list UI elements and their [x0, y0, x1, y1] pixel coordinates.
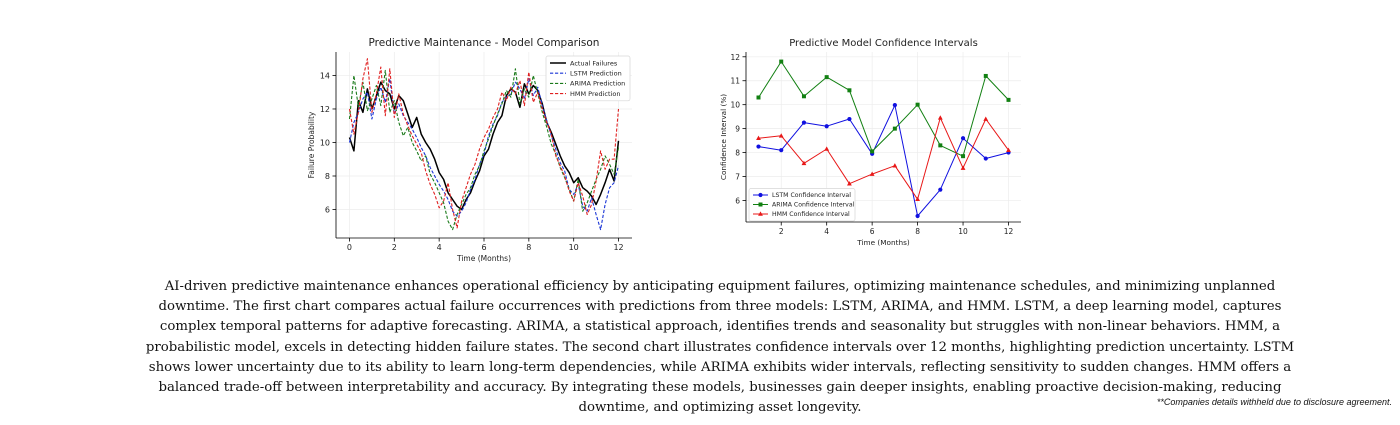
- legend-label-arima-confidence-interval: ARIMA Confidence Interval: [772, 202, 855, 209]
- y-tick-label: 10: [730, 101, 740, 110]
- y-tick-label: 12: [730, 53, 740, 62]
- data-point-lstm-confidence-interval: [960, 136, 966, 141]
- data-point-lstm-confidence-interval: [847, 116, 852, 122]
- x-tick-label: 8: [526, 243, 531, 252]
- y-tick-label: 8: [735, 149, 740, 158]
- y-tick-label: 8: [325, 172, 330, 181]
- data-point-arima-confidence-interval: [801, 94, 806, 99]
- data-point-lstm-confidence-interval: [938, 187, 943, 192]
- y-tick-label: 10: [320, 138, 330, 147]
- x-tick-label: 0: [347, 243, 352, 252]
- legend-box: [748, 188, 856, 222]
- x-tick-label: 4: [437, 243, 442, 252]
- data-point-arima-confidence-interval: [1006, 97, 1011, 102]
- y-tick-label: 6: [325, 206, 330, 215]
- x-tick-label: 10: [958, 227, 968, 236]
- data-point-hmm-confidence-interval: [801, 160, 807, 166]
- y-tick-label: 12: [320, 105, 330, 114]
- data-point-lstm-confidence-interval: [915, 213, 920, 219]
- legend-label-lstm-confidence-interval: LSTM Confidence Interval: [772, 192, 851, 199]
- data-point-hmm-confidence-interval: [960, 165, 966, 170]
- x-tick-label: 12: [613, 243, 623, 252]
- description-paragraph: AI-driven predictive maintenance enhance…: [145, 279, 1295, 416]
- data-point-arima-confidence-interval: [983, 73, 988, 78]
- data-point-hmm-confidence-interval: [983, 116, 989, 121]
- legend-label-arima-prediction: ARIMA Prediction: [570, 80, 625, 88]
- y-tick-label: 6: [735, 196, 740, 205]
- x-axis-label: Time (Months): [856, 238, 910, 247]
- x-tick-label: 6: [481, 243, 486, 252]
- y-axis-label: Confidence Interval (%): [719, 94, 728, 180]
- confidence-intervals-chart: 2 4 6 8 10 12 6 7 8 9 10 11 12 Predictive Model Confi…: [719, 38, 1021, 247]
- data-point-hmm-confidence-interval: [847, 181, 852, 186]
- data-point-hmm-confidence-interval: [1006, 147, 1011, 152]
- series-line-arima-confidence-interval: [758, 61, 1009, 157]
- legend-label-lstm-prediction: LSTM Prediction: [570, 70, 622, 78]
- data-point-arima-confidence-interval: [824, 75, 829, 80]
- data-point-arima-confidence-interval: [892, 126, 897, 131]
- data-point-arima-confidence-interval: [870, 149, 875, 154]
- series-line-lstm-prediction: [348, 78, 620, 231]
- x-tick-label: 8: [915, 227, 920, 236]
- data-point-hmm-confidence-interval: [756, 135, 761, 140]
- chart-title: Predictive Model Confidence Intervals: [789, 38, 978, 49]
- series-line-actual-failures: [348, 81, 620, 211]
- data-point-arima-confidence-interval: [915, 102, 920, 107]
- data-point-arima-confidence-interval: [961, 154, 966, 159]
- data-point-hmm-confidence-interval: [869, 171, 875, 176]
- data-point-hmm-confidence-interval: [778, 133, 784, 138]
- x-tick-label: 4: [824, 227, 829, 236]
- series-line-hmm-prediction: [348, 58, 620, 229]
- x-tick-label: 6: [870, 227, 875, 236]
- legend-marker-lstm-confidence-interval: [758, 192, 763, 198]
- data-point-arima-confidence-interval: [847, 88, 852, 93]
- data-point-arima-confidence-interval: [756, 95, 761, 100]
- legend-label-actual-failures: Actual Failures: [570, 59, 618, 67]
- data-point-hmm-confidence-interval: [915, 196, 920, 202]
- y-tick-label: 9: [735, 125, 740, 134]
- data-point-lstm-confidence-interval: [801, 120, 807, 125]
- legend-marker-arima-confidence-interval: [758, 202, 763, 207]
- disclaimer-note: **Companies details withheld due to disc…: [1156, 397, 1392, 407]
- y-tick-label: 11: [730, 77, 740, 86]
- x-tick-label: 2: [779, 227, 784, 236]
- data-point-lstm-confidence-interval: [824, 124, 829, 129]
- y-tick-label: 7: [735, 173, 740, 182]
- legend-label-hmm-confidence-interval: HMM Confidence Interval: [772, 211, 850, 218]
- y-tick-label: 14: [320, 71, 330, 80]
- data-point-lstm-confidence-interval: [892, 103, 897, 108]
- data-point-arima-confidence-interval: [938, 143, 943, 148]
- series-line-hmm-confidence-interval: [758, 117, 1009, 200]
- data-point-lstm-confidence-interval: [756, 144, 761, 149]
- x-tick-label: 2: [392, 243, 397, 252]
- data-point-hmm-confidence-interval: [937, 115, 943, 120]
- data-point-arima-confidence-interval: [779, 59, 784, 64]
- legend-marker-hmm-confidence-interval: [758, 211, 763, 216]
- legend-box: [545, 55, 631, 102]
- chart-title: Predictive Maintenance - Model Compariso…: [369, 37, 600, 49]
- x-axis-label: Time (Months): [456, 254, 511, 263]
- x-tick-label: 12: [1004, 227, 1014, 236]
- y-axis-label: Failure Probability: [307, 111, 316, 178]
- data-point-hmm-confidence-interval: [892, 163, 898, 168]
- legend-label-hmm-prediction: HMM Prediction: [570, 90, 620, 98]
- x-tick-label: 10: [569, 243, 579, 252]
- data-point-lstm-confidence-interval: [983, 156, 988, 161]
- model-comparison-chart: 0 2 4 6 8 10 12 6 8 10 12 14 Predictive Maintenance …: [307, 37, 632, 263]
- data-point-hmm-confidence-interval: [824, 146, 830, 151]
- data-point-lstm-confidence-interval: [779, 148, 784, 153]
